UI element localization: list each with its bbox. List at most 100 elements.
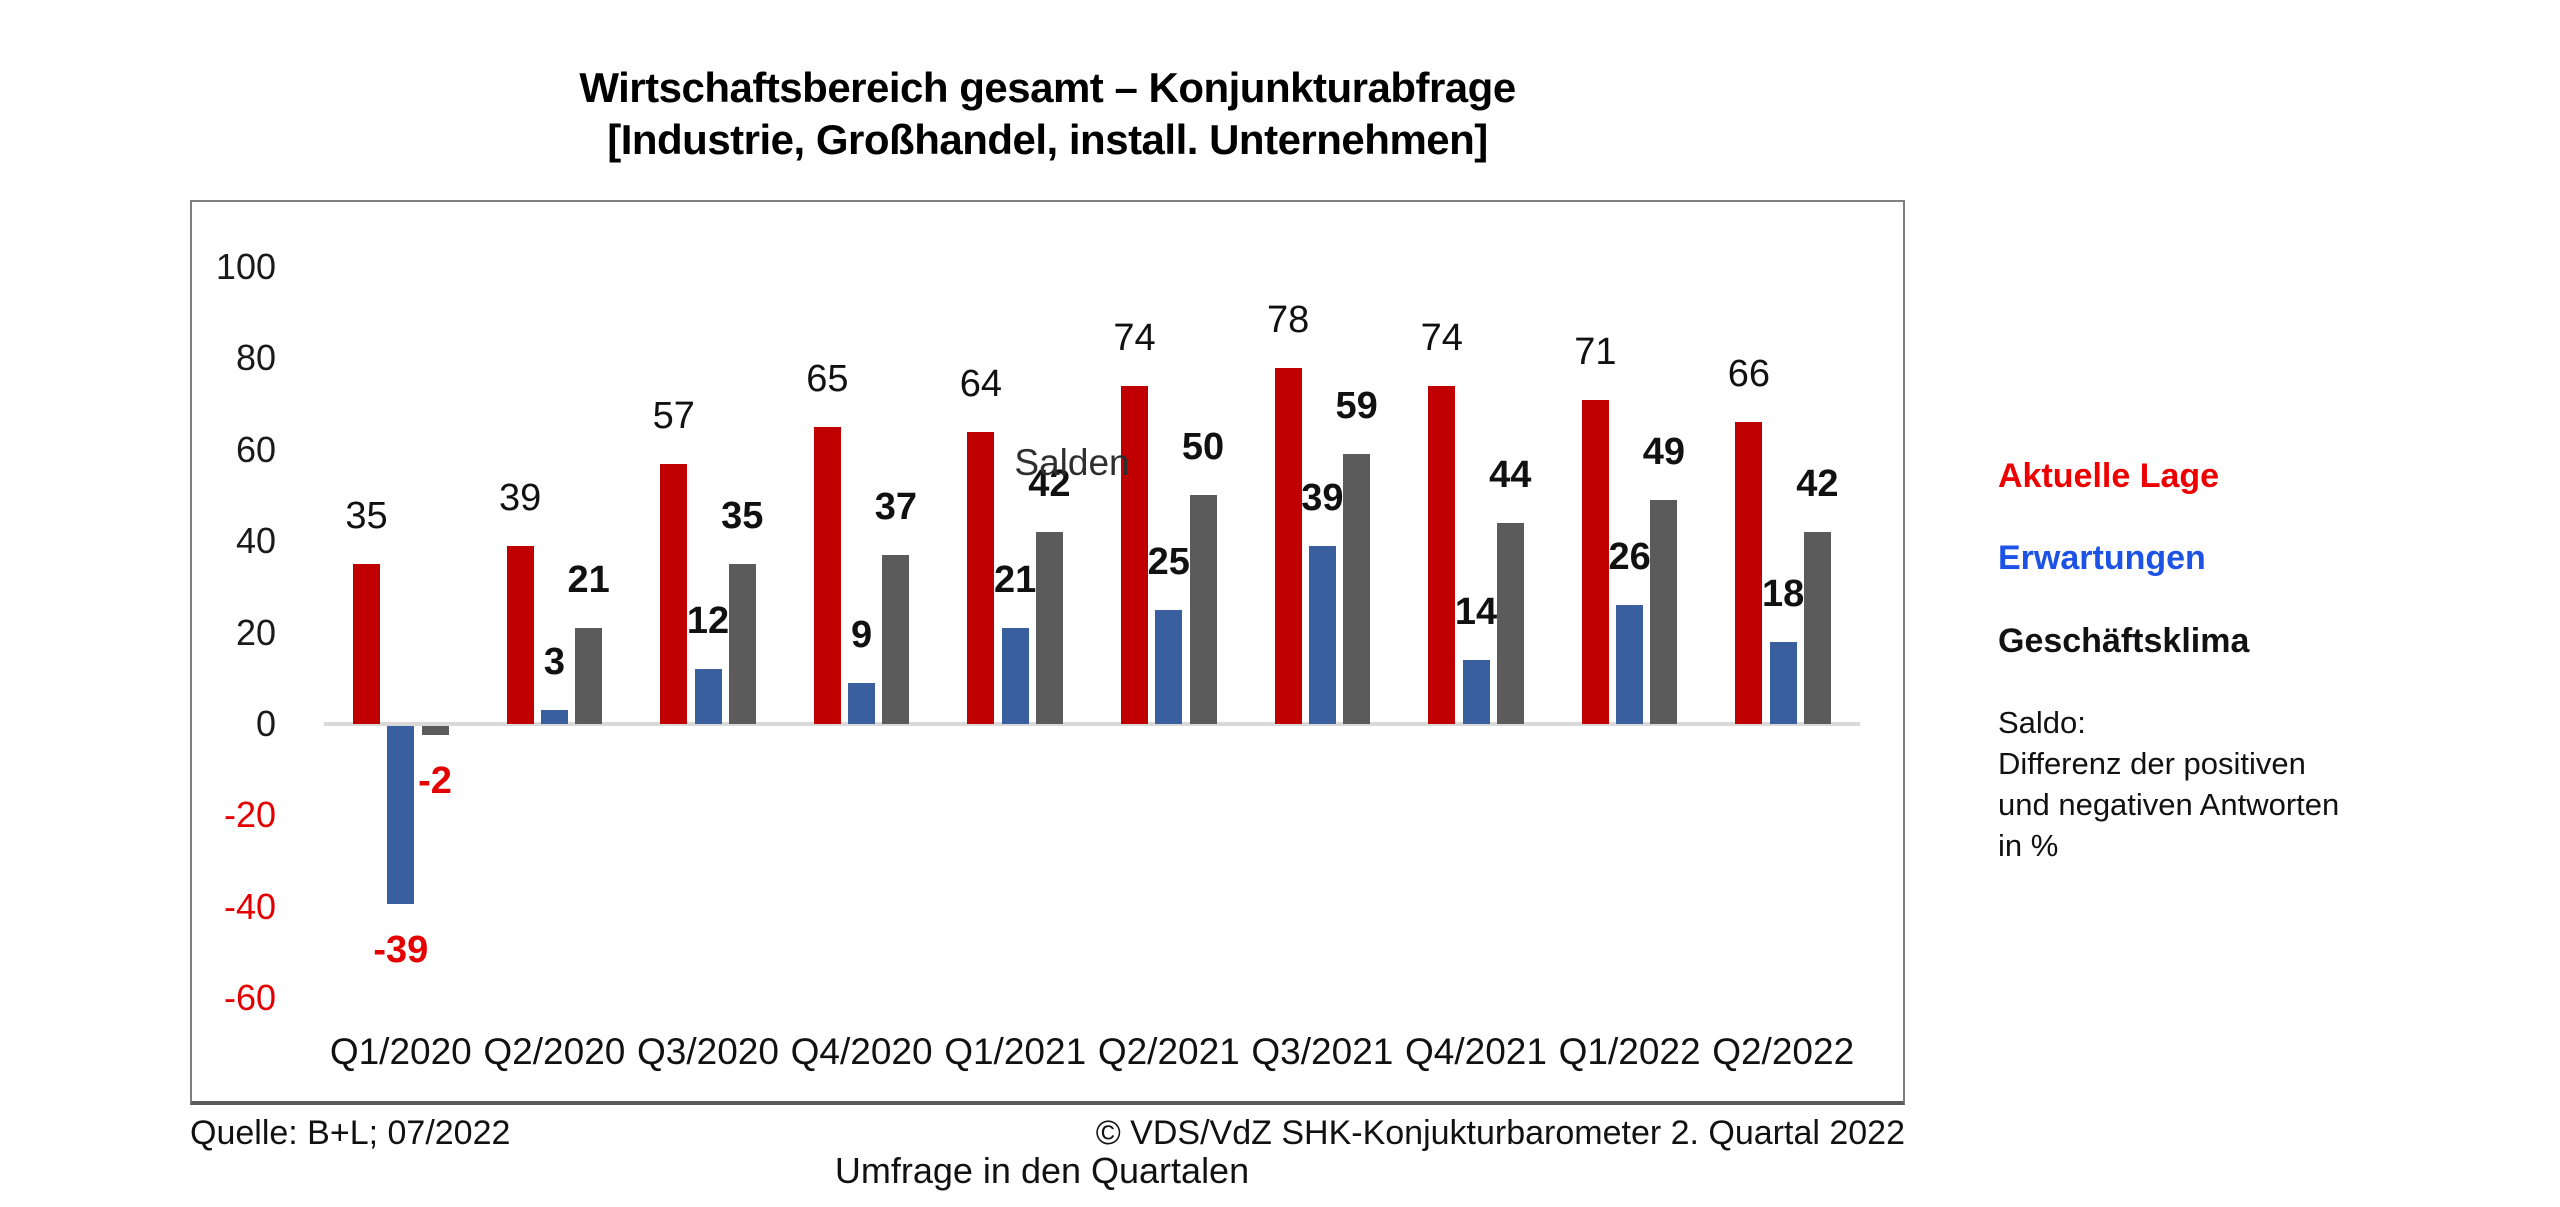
bar-erwartungen bbox=[1308, 546, 1336, 724]
bar-value-label: 14 bbox=[1454, 591, 1498, 633]
bar-gesch-ftsklima bbox=[882, 555, 910, 724]
bar-gesch-ftsklima bbox=[1496, 523, 1524, 724]
bar-aktuelle-lage bbox=[660, 464, 688, 724]
bar-value-label: 57 bbox=[652, 395, 695, 437]
bar-value-label: 49 bbox=[1642, 431, 1685, 473]
bar-value-label: 50 bbox=[1181, 426, 1225, 468]
bar-gesch-ftsklima bbox=[1189, 495, 1217, 724]
bar-value-label: 26 bbox=[1608, 536, 1651, 578]
legend-item-aktuelle-lage: Aktuelle Lage bbox=[1998, 455, 2538, 497]
bar-erwartungen bbox=[540, 710, 568, 724]
bar-gesch-ftsklima bbox=[1650, 500, 1678, 724]
bar-gesch-ftsklima bbox=[1035, 532, 1063, 724]
footer-source: Quelle: B+L; 07/2022 bbox=[190, 1114, 511, 1152]
axis-baseline bbox=[324, 722, 1860, 726]
bar-erwartungen bbox=[694, 669, 722, 724]
legend-note-line: Saldo: bbox=[1998, 705, 2086, 740]
bar-aktuelle-lage bbox=[1735, 422, 1763, 724]
legend-item-geschaeftsklima: Geschäftsklima bbox=[1998, 620, 2538, 662]
bar-aktuelle-lage bbox=[1581, 400, 1609, 724]
y-tick-label: 100 bbox=[215, 246, 276, 287]
bar-aktuelle-lage bbox=[1274, 368, 1302, 724]
bar-value-label: 65 bbox=[806, 358, 849, 400]
y-tick-label: 40 bbox=[235, 520, 276, 562]
bar-value-label: 74 bbox=[1420, 317, 1463, 359]
x-tick-label: Q3/2021 bbox=[1251, 1031, 1394, 1072]
legend-note-line: Differenz der positiven bbox=[1998, 746, 2306, 781]
bar-value-label: 18 bbox=[1762, 573, 1805, 615]
y-tick-label: 20 bbox=[235, 611, 276, 653]
chart-title-line2: [Industrie, Großhandel, install. Unterne… bbox=[607, 116, 1488, 163]
y-tick-label: 80 bbox=[235, 337, 276, 379]
bar-erwartungen bbox=[387, 726, 415, 904]
bar-value-label: -2 bbox=[418, 760, 452, 802]
bar-erwartungen bbox=[1616, 605, 1644, 724]
chart-title-line1: Wirtschaftsbereich gesamt – Konjunkturab… bbox=[579, 64, 1516, 111]
footer: Quelle: B+L; 07/2022 © VDS/VdZ SHK-Konju… bbox=[190, 1114, 1905, 1158]
bar-erwartungen bbox=[1001, 628, 1029, 724]
bar-erwartungen bbox=[1462, 660, 1490, 724]
bar-value-label: 39 bbox=[499, 477, 542, 519]
bar-value-label: 44 bbox=[1489, 454, 1532, 496]
bar-value-label: 35 bbox=[345, 495, 388, 537]
x-tick-label: Q3/2020 bbox=[637, 1031, 779, 1072]
bar-value-label: 37 bbox=[874, 486, 917, 528]
bar-value-label: 3 bbox=[543, 641, 565, 683]
bar-value-label: 39 bbox=[1301, 477, 1344, 519]
bar-value-label: 21 bbox=[994, 559, 1037, 601]
legend-note: Saldo: Differenz der positiven und negat… bbox=[1998, 702, 2558, 866]
bar-aktuelle-lage bbox=[506, 546, 534, 724]
y-tick-label: -60 bbox=[223, 977, 276, 1019]
bar-value-label: 42 bbox=[1028, 463, 1071, 505]
bar-value-label: 12 bbox=[686, 600, 730, 642]
bar-value-label: 35 bbox=[721, 495, 764, 537]
legend-label-aktuelle-lage: Aktuelle Lage bbox=[1998, 457, 2220, 495]
x-tick-label: Q1/2020 bbox=[329, 1031, 472, 1072]
legend-label-erwartungen: Erwartungen bbox=[1998, 539, 2206, 577]
bar-gesch-ftsklima bbox=[575, 628, 603, 724]
bar-value-label: 59 bbox=[1335, 385, 1378, 427]
bar-value-label: 25 bbox=[1147, 541, 1190, 583]
y-tick-label: -40 bbox=[223, 885, 276, 927]
bar-gesch-ftsklima bbox=[1343, 454, 1371, 724]
plot-area: 100 80 60 40 20 0 -20 -40 -60 Q1/2020 Q2/2020 Q3/20… bbox=[192, 202, 1903, 1101]
bar-value-label: 21 bbox=[567, 559, 610, 601]
footer-copyright: © VDS/VdZ SHK-Konjukturbarometer 2. Quar… bbox=[1095, 1114, 1905, 1152]
legend-label-geschaeftsklima: Geschäftsklima bbox=[1998, 622, 2250, 660]
legend-note-line: und negativen Antworten bbox=[1998, 787, 2340, 822]
bar-value-label: 74 bbox=[1113, 317, 1156, 359]
chart-area: 100 80 60 40 20 0 -20 -40 -60 Q1/2020 Q2/2020 Q3/20… bbox=[190, 200, 1905, 1191]
y-tick-label: 60 bbox=[235, 428, 276, 470]
x-tick-label: Q4/2020 bbox=[790, 1031, 933, 1072]
legend-note-line: in % bbox=[1998, 828, 2059, 863]
chart-inner-title: Salden bbox=[1014, 442, 1130, 483]
x-tick-label: Q4/2021 bbox=[1405, 1031, 1547, 1072]
bar-value-label: -39 bbox=[373, 929, 429, 971]
bar-gesch-ftsklima bbox=[421, 726, 449, 735]
bar-value-label: 42 bbox=[1796, 463, 1839, 505]
y-tick-label: -20 bbox=[223, 794, 276, 836]
bar-value-label: 71 bbox=[1574, 331, 1617, 373]
bar-aktuelle-lage bbox=[1428, 386, 1456, 724]
x-tick-label: Q1/2022 bbox=[1558, 1031, 1701, 1072]
bar-erwartungen bbox=[848, 683, 876, 724]
bar-gesch-ftsklima bbox=[728, 564, 756, 724]
x-tick-label: Q2/2020 bbox=[483, 1031, 626, 1072]
bar-erwartungen bbox=[1155, 610, 1183, 724]
x-tick-label: Q2/2021 bbox=[1097, 1031, 1240, 1072]
bar-value-label: 66 bbox=[1727, 353, 1771, 395]
bar-aktuelle-lage bbox=[967, 432, 995, 724]
bar-aktuelle-lage bbox=[1121, 386, 1149, 724]
bar-value-label: 64 bbox=[959, 363, 1003, 405]
bar-gesch-ftsklima bbox=[1803, 532, 1831, 724]
bar-value-label: 9 bbox=[851, 614, 873, 656]
y-tick-label: 0 bbox=[255, 703, 276, 744]
chart-title: Wirtschaftsbereich gesamt – Konjunkturab… bbox=[190, 62, 1905, 166]
bar-value-label: 78 bbox=[1267, 299, 1310, 341]
bar-erwartungen bbox=[1769, 642, 1797, 724]
x-tick-label: Q2/2022 bbox=[1712, 1031, 1855, 1072]
chart-x-axis-title: Umfrage in den Quartalen bbox=[834, 1150, 1250, 1191]
bar-aktuelle-lage bbox=[353, 564, 381, 724]
bar-aktuelle-lage bbox=[813, 427, 841, 724]
